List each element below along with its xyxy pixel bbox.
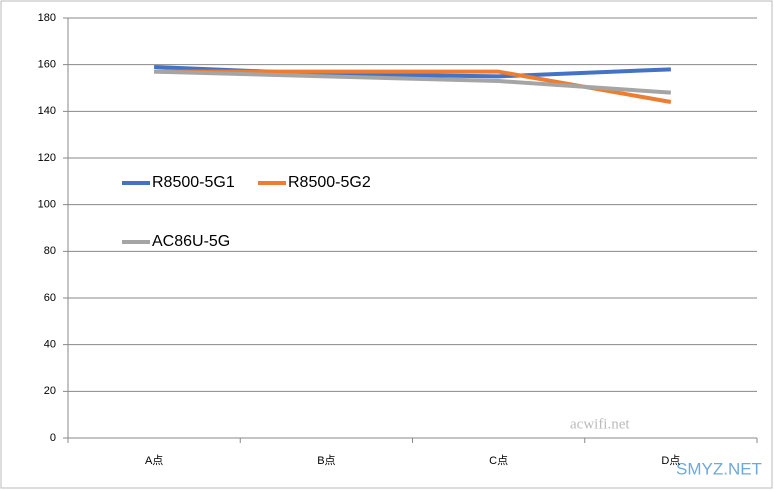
- legend-label: R8500-5G1: [152, 174, 235, 191]
- series-line: [154, 69, 672, 95]
- y-tick-label: 160: [38, 59, 56, 71]
- y-tick-label: 100: [38, 199, 56, 211]
- y-tick-label: 60: [44, 292, 56, 304]
- y-tick-label: 20: [44, 385, 56, 397]
- watermark: SMYZ.NET: [676, 459, 762, 478]
- y-tick-label: 180: [38, 12, 56, 24]
- x-tick-label: D点: [661, 454, 680, 467]
- legend-label: AC86U-5G: [152, 233, 230, 250]
- x-tick-label: C点: [489, 454, 508, 467]
- x-tick-label: A点: [145, 454, 163, 467]
- x-tick-label: B点: [317, 454, 335, 467]
- y-tick-label: 80: [44, 245, 56, 257]
- y-tick-label: 120: [38, 152, 56, 164]
- watermark: acwifi.net: [570, 416, 630, 432]
- y-tick-label: 0: [50, 432, 56, 444]
- y-tick-label: 40: [44, 339, 56, 351]
- legend-label: R8500-5G2: [288, 174, 371, 191]
- y-tick-label: 140: [38, 105, 56, 117]
